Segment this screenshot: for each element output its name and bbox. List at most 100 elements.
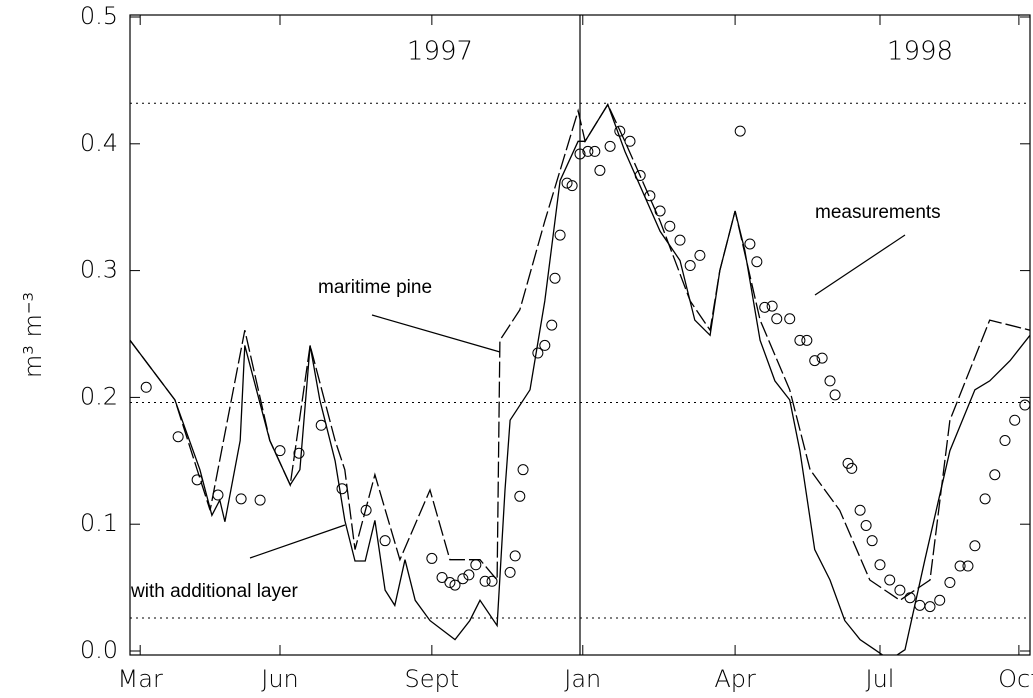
series-line: [130, 103, 1030, 602]
y-tick-label: 0.5: [80, 2, 118, 30]
measurement-point: [944, 577, 956, 589]
series-annotation: with additional layer: [130, 581, 299, 602]
measurement-point: [172, 431, 184, 443]
measurement-point: [979, 493, 991, 505]
measurement-point: [894, 584, 906, 596]
measurement-point: [594, 164, 606, 176]
x-tick-label: Jul: [866, 665, 895, 693]
leader-line: [371, 314, 501, 353]
measurement-point: [751, 256, 763, 268]
measurement-point: [604, 140, 616, 152]
measurement-point: [766, 300, 778, 312]
measurement-point: [235, 493, 247, 505]
measurement-point: [212, 489, 224, 501]
measurement-point: [614, 125, 626, 137]
leader-line: [814, 234, 906, 296]
measurement-point: [914, 599, 926, 611]
measurement-point: [884, 574, 896, 586]
measurement-point: [554, 229, 566, 241]
measurement-point: [426, 552, 438, 564]
measurement-point: [694, 249, 706, 261]
measurement-point: [532, 347, 544, 359]
measurement-point: [999, 435, 1011, 447]
measurement-point: [360, 504, 372, 516]
measurement-point: [644, 190, 656, 202]
measurement-point: [866, 535, 878, 547]
leader-line: [249, 524, 346, 559]
plot-area: [130, 103, 1030, 655]
measurement-point: [759, 301, 771, 313]
measurement-point: [504, 566, 516, 578]
measurement-point: [509, 550, 521, 562]
x-tick-label: Apr: [714, 665, 756, 693]
measurement-point: [734, 125, 746, 137]
measurement-point: [274, 445, 286, 457]
measurement-point: [463, 569, 475, 581]
x-tick-label: Sept: [405, 665, 460, 693]
series-line: [130, 103, 1030, 655]
measurement-point: [624, 135, 636, 147]
measurement-point: [436, 571, 448, 583]
x-tick-label: Jun: [261, 665, 299, 693]
measurement-point: [293, 447, 305, 459]
measurement-point: [457, 573, 469, 585]
measurement-point: [514, 490, 526, 502]
measurement-point: [684, 260, 696, 272]
measurement-point: [589, 145, 601, 157]
measurement-point: [549, 272, 561, 284]
measurement-point: [191, 474, 203, 486]
x-tick-label: Jan: [564, 665, 601, 693]
measurement-point: [654, 205, 666, 217]
measurement-point: [969, 540, 981, 552]
measurement-point: [962, 560, 974, 572]
measurement-point: [874, 559, 886, 571]
measurement-point: [444, 577, 456, 589]
measurement-point: [486, 575, 498, 587]
measurement-point: [574, 148, 586, 160]
measurement-point: [315, 419, 327, 431]
measurement-point: [582, 145, 594, 157]
measurement-point: [517, 464, 529, 476]
measurement-point: [1019, 399, 1030, 411]
y-axis-label: m³ m⁻³: [19, 292, 47, 378]
measurement-point: [140, 381, 152, 393]
measurement-point: [794, 334, 806, 346]
measurement-point: [470, 559, 482, 571]
measurement-point: [744, 238, 756, 250]
measurement-point: [379, 535, 391, 547]
measurement-point: [1009, 414, 1021, 426]
y-tick-label: 0.4: [80, 129, 118, 157]
measurement-point: [801, 334, 813, 346]
year-annotation: 1998: [887, 37, 953, 67]
measurement-point: [539, 339, 551, 351]
measurement-point: [561, 177, 573, 189]
series-annotation: measurements: [815, 202, 941, 223]
y-tick-label: 0.2: [80, 382, 118, 410]
measurement-point: [336, 483, 348, 495]
series-annotation: maritime pine: [318, 277, 432, 298]
x-tick-label: Mar: [118, 665, 163, 693]
measurement-point: [924, 601, 936, 613]
measurement-point: [854, 504, 866, 516]
y-tick-label: 0.1: [80, 509, 118, 537]
year-annotation: 1997: [407, 37, 473, 67]
measurement-point: [954, 560, 966, 572]
measurement-point: [784, 313, 796, 325]
measurement-point: [664, 220, 676, 232]
measurement-point: [634, 170, 646, 181]
measurement-point: [904, 592, 916, 604]
measurement-point: [674, 234, 686, 246]
reference-lines: [130, 15, 1030, 655]
measurement-point: [816, 352, 828, 364]
measurement-point: [829, 389, 841, 401]
measurement-point: [860, 519, 872, 531]
measurement-point: [809, 355, 821, 367]
y-tick-label: 0.0: [80, 636, 118, 664]
measurement-point: [934, 594, 946, 606]
measurement-point: [824, 375, 836, 387]
measurement-point: [989, 469, 1001, 481]
measurement-point: [546, 319, 558, 331]
y-tick-label: 0.3: [80, 256, 118, 284]
measurement-point: [846, 462, 858, 474]
